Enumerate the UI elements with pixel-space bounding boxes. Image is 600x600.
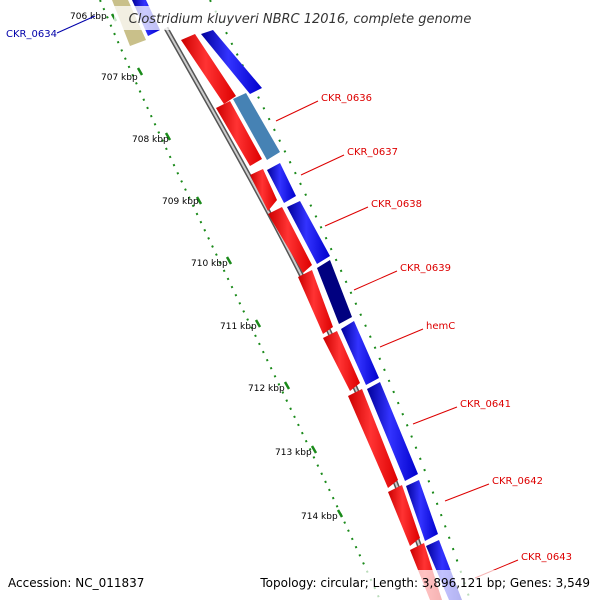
gene-forward bbox=[201, 30, 262, 94]
gene-label-ckr-0643[interactable]: CKR_0643 bbox=[521, 552, 572, 563]
tick-label: 711 kbp bbox=[220, 322, 257, 332]
gene-forward bbox=[341, 321, 379, 385]
gene-label-ckr-0638[interactable]: CKR_0638 bbox=[371, 199, 422, 210]
gene-label-ckr-0636[interactable]: CKR_0636 bbox=[321, 93, 372, 104]
gene-reverse bbox=[298, 270, 333, 334]
gene-label-ckr-0642[interactable]: CKR_0642 bbox=[492, 476, 543, 487]
gene-forward bbox=[287, 201, 330, 264]
gene-label-ckr-0637[interactable]: CKR_0637 bbox=[347, 147, 398, 158]
tick-label: 707 kbp bbox=[101, 73, 138, 83]
gene-label-hemc[interactable]: hemC bbox=[426, 321, 455, 332]
footer-backing bbox=[0, 570, 600, 600]
gene-highlight-dark bbox=[317, 260, 352, 324]
topology-text: Topology: circular; Length: 3,896,121 bp… bbox=[259, 576, 590, 590]
gene-highlight-light bbox=[233, 93, 280, 160]
gene-reverse bbox=[250, 169, 277, 211]
reverse-strand-track bbox=[181, 34, 442, 600]
gene-labels: CKR_0634 CKR_0636 CKR_0637 CKR_0638 CKR_… bbox=[6, 29, 572, 563]
map-title: Clostridium kluyveri NBRC 12016, complet… bbox=[129, 12, 472, 27]
tick-labels: 706 kbp 707 kbp 708 kbp 709 kbp 710 kbp … bbox=[70, 12, 338, 522]
gene-label-ckr-0639[interactable]: CKR_0639 bbox=[400, 263, 451, 274]
gene-reverse bbox=[216, 101, 262, 166]
gene-forward bbox=[367, 382, 418, 481]
tick-label: 713 kbp bbox=[275, 448, 312, 458]
tick-label: 706 kbp bbox=[70, 12, 107, 22]
title-backing bbox=[114, 6, 486, 30]
tick-label: 712 kbp bbox=[248, 384, 285, 394]
gene-forward bbox=[267, 163, 296, 203]
tick-label: 710 kbp bbox=[191, 259, 228, 269]
tick-label: 714 kbp bbox=[301, 512, 338, 522]
forward-strand-track bbox=[201, 30, 462, 600]
gene-forward bbox=[406, 480, 438, 541]
gene-reverse bbox=[268, 207, 312, 273]
gene-leader-lines bbox=[56, 15, 519, 579]
gene-reverse bbox=[348, 389, 398, 488]
gene-reverse bbox=[181, 34, 236, 104]
gene-label-ckr-0634[interactable]: CKR_0634 bbox=[6, 29, 57, 40]
gene-reverse bbox=[388, 485, 420, 546]
gene-label-ckr-0641[interactable]: CKR_0641 bbox=[460, 399, 511, 410]
inner-ruler bbox=[99, 0, 381, 600]
tick-label: 708 kbp bbox=[132, 135, 169, 145]
gene-reverse bbox=[323, 331, 360, 391]
accession-text: Accession: NC_011837 bbox=[8, 576, 144, 590]
tick-label: 709 kbp bbox=[162, 197, 199, 207]
